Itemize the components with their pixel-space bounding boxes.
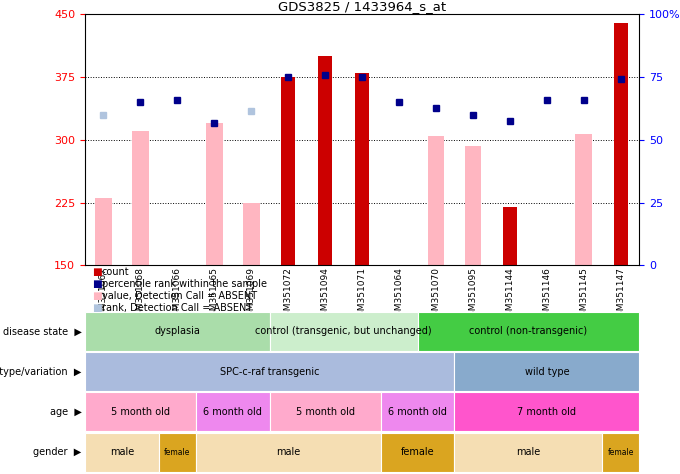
Text: dysplasia: dysplasia xyxy=(154,326,201,337)
Text: 5 month old: 5 month old xyxy=(296,407,355,417)
Bar xyxy=(132,131,149,265)
Bar xyxy=(318,56,332,265)
Text: rank, Detection Call = ABSENT: rank, Detection Call = ABSENT xyxy=(102,302,252,313)
Bar xyxy=(464,146,481,265)
Text: percentile rank within the sample: percentile rank within the sample xyxy=(102,279,267,289)
Text: value, Detection Call = ABSENT: value, Detection Call = ABSENT xyxy=(102,291,257,301)
Text: control (transgenic, but unchanged): control (transgenic, but unchanged) xyxy=(255,326,432,337)
Text: 6 month old: 6 month old xyxy=(388,407,447,417)
Bar xyxy=(282,77,295,265)
Text: SPC-c-raf transgenic: SPC-c-raf transgenic xyxy=(220,366,320,377)
Text: gender  ▶: gender ▶ xyxy=(33,447,82,457)
Bar xyxy=(575,134,592,265)
Text: ■: ■ xyxy=(92,302,101,313)
Text: female: female xyxy=(401,447,435,457)
Text: female: female xyxy=(164,448,190,456)
Text: 6 month old: 6 month old xyxy=(203,407,262,417)
Text: male: male xyxy=(516,447,541,457)
Bar xyxy=(95,199,112,265)
Text: wild type: wild type xyxy=(524,366,569,377)
Text: female: female xyxy=(607,448,634,456)
Text: male: male xyxy=(110,447,134,457)
Text: ■: ■ xyxy=(92,279,101,289)
Bar xyxy=(503,207,517,265)
Title: GDS3825 / 1433964_s_at: GDS3825 / 1433964_s_at xyxy=(278,0,446,13)
Text: 7 month old: 7 month old xyxy=(517,407,577,417)
Text: count: count xyxy=(102,267,130,277)
Bar xyxy=(243,203,260,265)
Text: male: male xyxy=(276,447,301,457)
Bar xyxy=(428,136,444,265)
Text: 5 month old: 5 month old xyxy=(111,407,170,417)
Bar xyxy=(614,23,628,265)
Text: ■: ■ xyxy=(92,267,101,277)
Bar xyxy=(206,123,222,265)
Text: ■: ■ xyxy=(92,291,101,301)
Text: disease state  ▶: disease state ▶ xyxy=(3,326,82,337)
Bar xyxy=(355,73,369,265)
Text: genotype/variation  ▶: genotype/variation ▶ xyxy=(0,366,82,377)
Text: control (non-transgenic): control (non-transgenic) xyxy=(469,326,588,337)
Text: age  ▶: age ▶ xyxy=(50,407,82,417)
